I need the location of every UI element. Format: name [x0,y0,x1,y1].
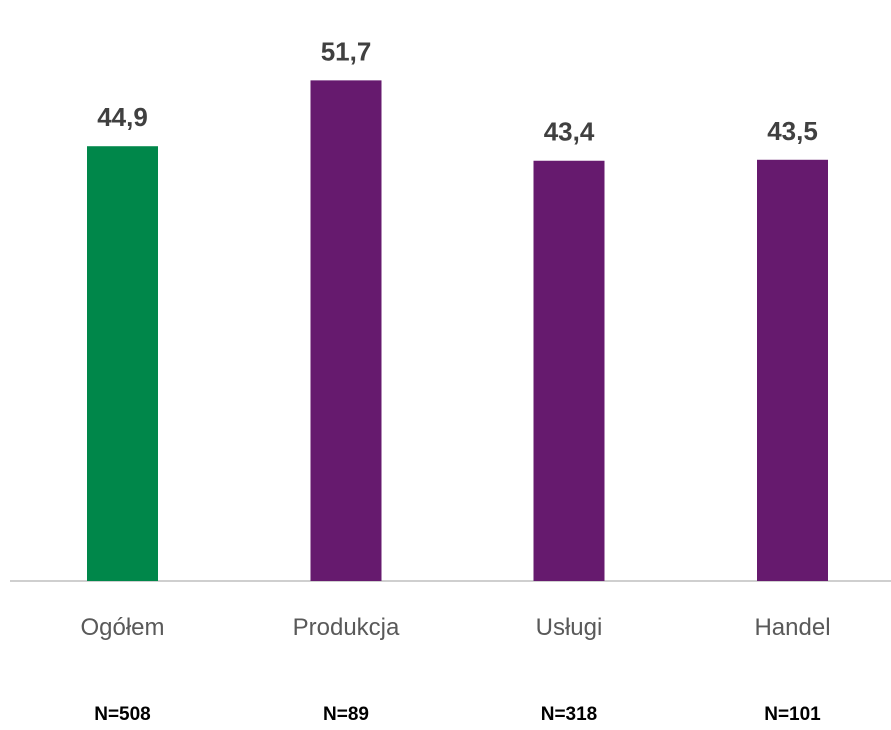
sample-size-label: N=89 [323,704,369,725]
sample-size-label: N=101 [764,704,821,725]
bar-2 [533,160,605,581]
bar-value-label: 43,5 [767,116,818,146]
category-label: Produkcja [293,614,400,641]
category-label: Ogółem [80,614,164,641]
bar-3 [757,159,828,581]
sample-size-label: N=508 [94,704,151,725]
bar-1 [310,80,382,581]
bar-value-label: 43,4 [544,117,595,147]
bar-0 [87,146,158,582]
category-label: Handel [754,614,830,641]
bar-value-label: 44,9 [97,102,148,132]
bar-value-label: 51,7 [321,36,372,66]
category-label: Usługi [536,614,603,641]
sample-size-label: N=318 [541,704,598,725]
